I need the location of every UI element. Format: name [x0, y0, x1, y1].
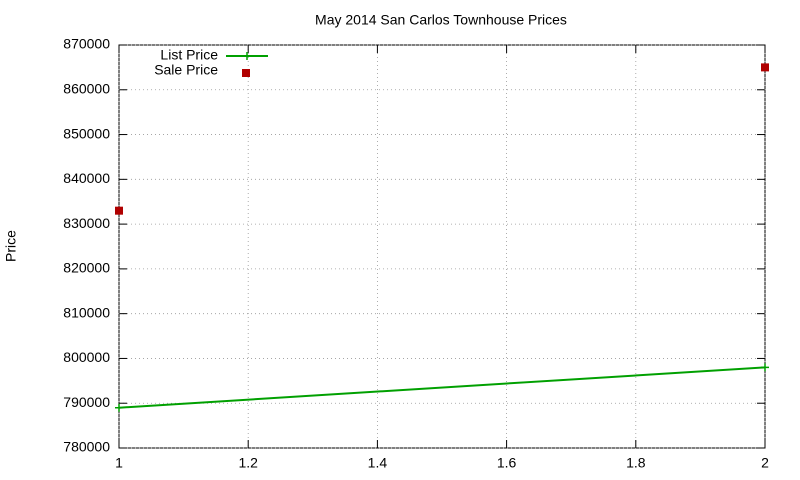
x-tick-label: 1.6	[497, 455, 517, 471]
point	[761, 63, 769, 72]
x-tick-label: 1.2	[238, 455, 258, 471]
point	[115, 206, 123, 215]
y-tick-label: 860000	[63, 80, 110, 96]
x-tick-label: 1.4	[368, 455, 388, 471]
legend-label: Sale Price	[154, 62, 218, 78]
y-tick-label: 840000	[63, 170, 110, 186]
y-tick-label: 780000	[63, 439, 110, 455]
point-marker	[761, 363, 769, 372]
x-tick-label: 1	[115, 455, 123, 471]
y-tick-label: 820000	[63, 260, 110, 276]
x-tick-label: 1.8	[626, 455, 646, 471]
chart-title: May 2014 San Carlos Townhouse Prices	[315, 12, 567, 28]
plot-frame	[118, 44, 766, 449]
y-tick-label: 850000	[63, 125, 110, 141]
y-axis-label: Price	[3, 230, 19, 262]
x-tick-label: 2	[761, 455, 769, 471]
point-marker	[115, 403, 123, 412]
legend-label: List Price	[160, 47, 218, 63]
y-tick-label: 790000	[63, 394, 110, 410]
legend-swatch	[242, 69, 250, 77]
y-tick-label: 830000	[63, 215, 110, 231]
line-series	[118, 366, 766, 409]
y-tick-label: 870000	[63, 36, 110, 52]
y-tick-label: 810000	[63, 304, 110, 320]
y-tick-label: 800000	[63, 349, 110, 365]
legend-swatch	[243, 52, 251, 60]
